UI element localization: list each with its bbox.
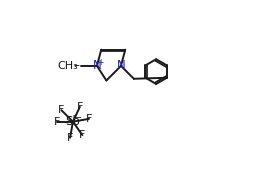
Text: F: F <box>86 114 92 124</box>
Text: Sb: Sb <box>66 115 80 128</box>
Text: F: F <box>79 130 85 140</box>
Text: F: F <box>77 102 83 112</box>
Text: +: + <box>98 58 104 67</box>
Text: F: F <box>58 105 64 115</box>
Text: –: – <box>74 59 80 72</box>
Text: N: N <box>93 59 101 72</box>
Text: N: N <box>116 59 125 72</box>
Text: F: F <box>67 133 73 143</box>
Text: F: F <box>53 117 60 127</box>
Text: CH₃: CH₃ <box>58 61 78 71</box>
Text: −: − <box>74 113 82 123</box>
